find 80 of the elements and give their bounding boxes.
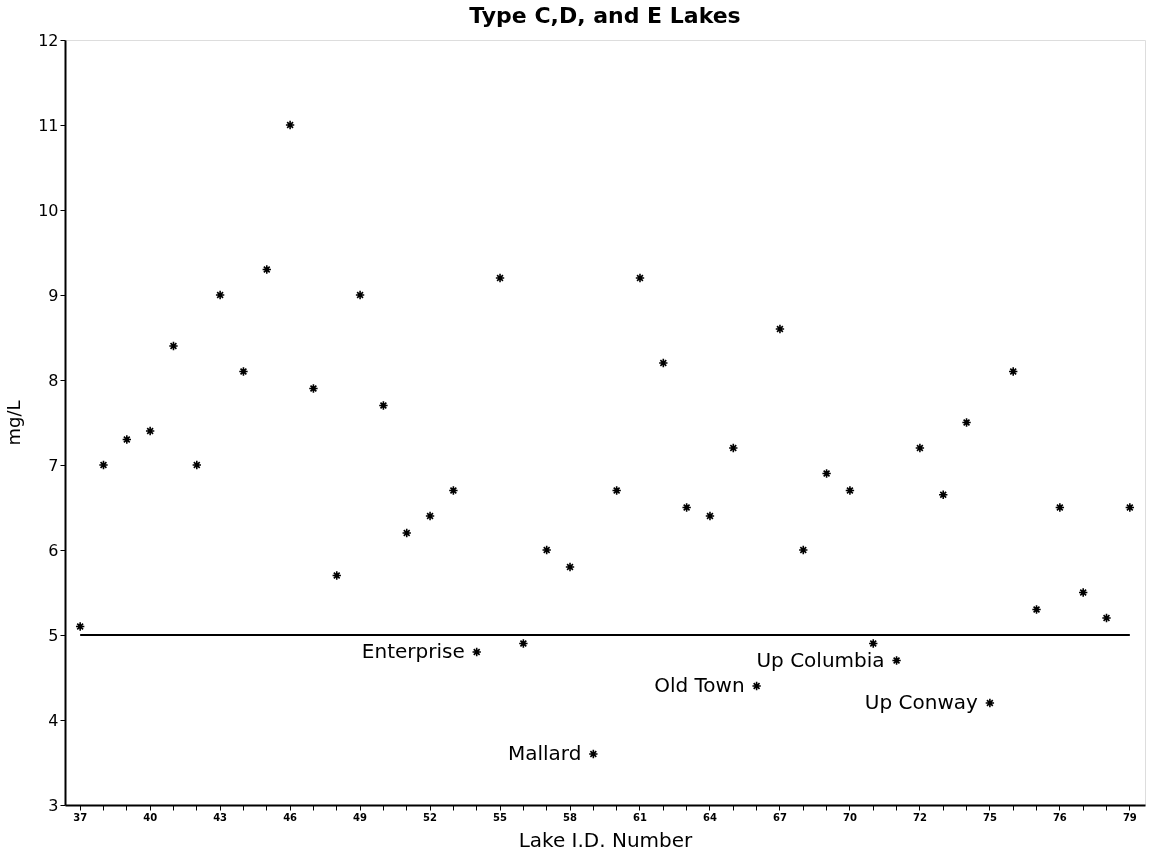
point <box>728 443 739 453</box>
point <box>565 562 575 572</box>
x-tick-label: 49 <box>353 811 368 823</box>
point <box>471 647 482 657</box>
point <box>518 638 529 649</box>
x-tick-label: 52 <box>423 811 438 823</box>
point <box>215 290 226 300</box>
point <box>168 341 179 351</box>
x-axis-title: Lake I.D. Number <box>518 827 694 852</box>
data-label: Up Columbia <box>756 647 885 672</box>
x-tick-label: 55 <box>493 811 508 823</box>
y-tick-label: 8 <box>48 370 59 390</box>
point <box>798 545 809 555</box>
x-tick-label: 40 <box>143 811 158 823</box>
data-label: Mallard <box>507 741 582 765</box>
point <box>774 324 785 334</box>
point <box>611 485 622 496</box>
point <box>378 400 389 411</box>
y-tick-label: 7 <box>48 455 59 475</box>
x-tick-label: 46 <box>283 811 298 823</box>
x-tick-label: 70 <box>842 811 857 823</box>
point <box>145 426 156 436</box>
x-tick-label: 75 <box>982 811 997 823</box>
point <box>961 417 972 428</box>
point <box>984 698 995 708</box>
point <box>331 570 342 581</box>
point <box>1078 587 1089 598</box>
point <box>448 485 459 496</box>
data-label: Old Town <box>654 673 745 697</box>
point <box>1031 604 1042 615</box>
point <box>401 528 412 538</box>
y-tick-label: 6 <box>48 540 59 560</box>
x-tick-label: 67 <box>772 811 787 823</box>
point <box>635 273 645 283</box>
x-tick-label: 64 <box>703 811 717 823</box>
x-tick-label: 61 <box>633 811 647 823</box>
data-label: Enterprise <box>361 639 465 663</box>
point <box>938 489 949 500</box>
x-tick-label: 58 <box>563 811 578 823</box>
chart-title: Type C,D, and E Lakes <box>469 3 741 28</box>
point <box>238 366 249 377</box>
point <box>98 460 109 470</box>
y-tick-label: 9 <box>48 285 59 305</box>
point <box>308 383 319 394</box>
point <box>1054 502 1065 513</box>
y-tick-label: 4 <box>48 710 59 730</box>
point <box>681 502 692 513</box>
point <box>541 545 552 555</box>
x-tick-label: 43 <box>213 811 228 823</box>
point <box>704 511 715 521</box>
point <box>75 621 86 632</box>
x-tick-label: 76 <box>1052 811 1067 823</box>
y-axis-title: mg/L <box>3 400 25 446</box>
point <box>658 358 669 368</box>
point <box>868 638 879 649</box>
y-tick-label: 3 <box>48 795 59 815</box>
point <box>1101 613 1112 623</box>
y-tick-label: 10 <box>38 200 59 220</box>
y-tick-label: 11 <box>38 115 59 135</box>
point <box>121 434 132 445</box>
point <box>844 485 855 496</box>
point <box>588 749 599 759</box>
point <box>425 511 436 521</box>
x-tick-label: 72 <box>912 811 927 823</box>
y-tick-label: 5 <box>48 625 59 645</box>
point <box>1008 366 1019 377</box>
point <box>285 120 296 130</box>
x-tick-label: 37 <box>73 811 88 823</box>
point <box>891 655 902 666</box>
point <box>191 460 202 470</box>
point <box>914 443 925 453</box>
point <box>261 264 272 275</box>
x-tick-label: 79 <box>1122 811 1137 823</box>
point <box>495 273 506 283</box>
point <box>751 681 762 691</box>
point <box>355 290 366 300</box>
point <box>821 468 832 479</box>
y-tick-label: 12 <box>38 30 59 50</box>
point <box>1124 502 1135 513</box>
data-label: Up Conway <box>864 690 979 714</box>
